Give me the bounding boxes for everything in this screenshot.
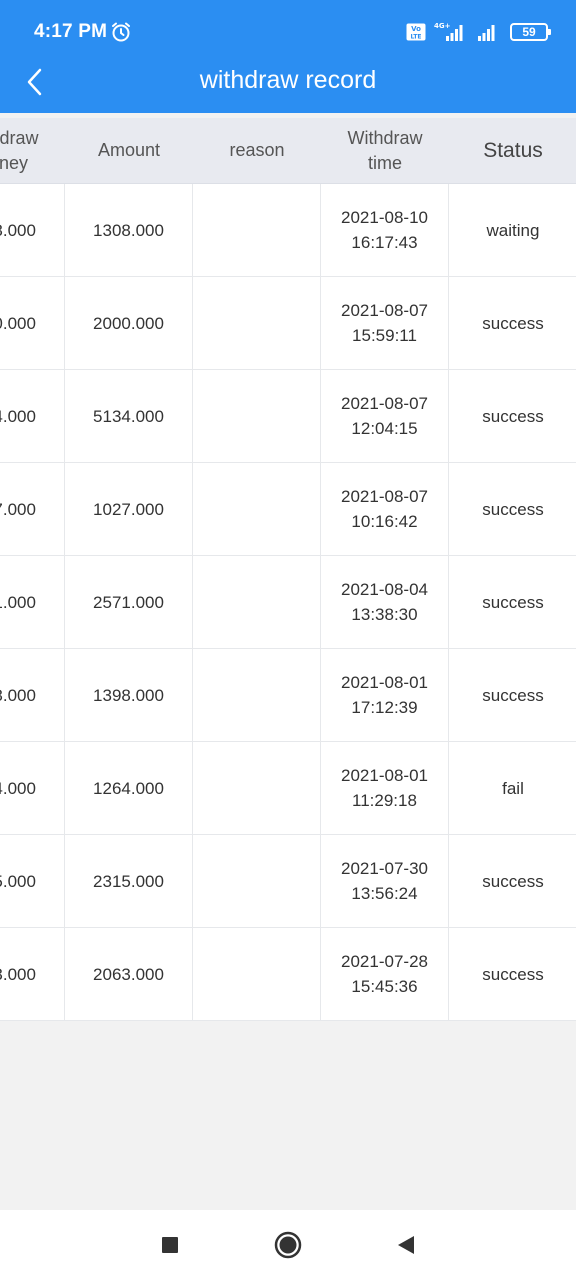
cell-withdraw-money: 2315.000 (0, 835, 65, 927)
cell-status: success (482, 406, 544, 426)
header-withdraw-time: Withdraw time (347, 127, 423, 173)
square-icon (162, 1237, 178, 1253)
signal-icon (478, 25, 495, 41)
cell-withdraw-time: 2021-07-30 13:56:24 (321, 835, 449, 927)
cell-reason (193, 556, 321, 648)
table-row[interactable]: 1264.000 1264.000 2021-08-01 11:29:18 fa… (0, 742, 576, 835)
table-row[interactable]: 1027.000 1027.000 2021-08-07 10:16:42 su… (0, 463, 576, 556)
cell-status: success (482, 685, 544, 705)
cell-withdraw-money: 1264.000 (0, 742, 65, 834)
cell-withdraw-time: 2021-08-07 12:04:15 (321, 370, 449, 462)
cell-withdraw-money: 2571.000 (0, 556, 65, 648)
cell-amount: 1264.000 (65, 742, 193, 834)
cell-status: success (482, 964, 544, 984)
alarm-clock-icon (112, 22, 130, 42)
cell-status: fail (502, 778, 524, 798)
recents-button[interactable] (140, 1210, 200, 1280)
cell-status: success (482, 499, 544, 519)
cell-withdraw-money: 2000.000 (0, 277, 65, 369)
cell-amount: 2063.000 (65, 928, 193, 1020)
cell-withdraw-time: 2021-07-28 15:45:36 (321, 928, 449, 1020)
table-row[interactable]: 1308.000 1308.000 2021-08-10 16:17:43 wa… (0, 184, 576, 277)
chevron-left-icon (27, 68, 42, 96)
volte-icon: Vo LTE (406, 23, 426, 41)
system-nav-bar (0, 1210, 576, 1280)
cell-withdraw-money: 2063.000 (0, 928, 65, 1020)
cell-withdraw-time: 2021-08-04 13:38:30 (321, 556, 449, 648)
cell-status: waiting (486, 220, 540, 240)
battery-level: 59 (522, 25, 536, 39)
cell-amount: 1308.000 (65, 184, 193, 276)
home-button[interactable] (258, 1210, 318, 1280)
header-reason: reason (229, 140, 285, 160)
cell-withdraw-time: 2021-08-01 17:12:39 (321, 649, 449, 741)
signal-4g-icon: 4G+ (434, 22, 463, 41)
cell-reason (193, 463, 321, 555)
cell-withdraw-time: 2021-08-10 16:17:43 (321, 184, 449, 276)
cell-reason (193, 277, 321, 369)
cell-status: success (482, 592, 544, 612)
svg-text:4G+: 4G+ (434, 22, 451, 30)
cell-reason (193, 649, 321, 741)
cell-withdraw-money: 1308.000 (0, 184, 65, 276)
table-row[interactable]: 1398.000 1398.000 2021-08-01 17:12:39 su… (0, 649, 576, 742)
cell-withdraw-money: 1398.000 (0, 649, 65, 741)
svg-text:LTE: LTE (410, 34, 421, 41)
cell-reason (193, 370, 321, 462)
table-row[interactable]: 5134.000 5134.000 2021-08-07 12:04:15 su… (0, 370, 576, 463)
cell-reason (193, 835, 321, 927)
cell-withdraw-time: 2021-08-07 15:59:11 (321, 277, 449, 369)
app-bar: 4:17 PM Vo LTE 4G+ (0, 0, 576, 113)
cell-withdraw-money: 5134.000 (0, 370, 65, 462)
back-button[interactable] (18, 62, 52, 102)
cell-reason (193, 184, 321, 276)
page-title: withdraw record (199, 66, 377, 94)
cell-reason (193, 742, 321, 834)
circle-icon (274, 1231, 302, 1259)
cell-withdraw-time: 2021-08-07 10:16:42 (321, 463, 449, 555)
header-amount: Amount (97, 140, 161, 160)
cell-amount: 1398.000 (65, 649, 193, 741)
cell-amount: 1027.000 (65, 463, 193, 555)
withdraw-table: Withdraw money Amount reason Withdraw ti… (0, 118, 576, 1021)
cell-withdraw-money: 1027.000 (0, 463, 65, 555)
cell-reason (193, 928, 321, 1020)
cell-withdraw-time: 2021-08-01 11:29:18 (321, 742, 449, 834)
cell-status: success (482, 313, 544, 333)
table-row[interactable]: 2063.000 2063.000 2021-07-28 15:45:36 su… (0, 928, 576, 1021)
svg-text:Vo: Vo (411, 25, 421, 33)
cell-amount: 2000.000 (65, 277, 193, 369)
triangle-left-icon (398, 1236, 414, 1254)
cell-amount: 2315.000 (65, 835, 193, 927)
header-withdraw-money: Withdraw money (0, 127, 39, 173)
status-bar: 4:17 PM Vo LTE 4G+ (0, 0, 576, 64)
cell-amount: 5134.000 (65, 370, 193, 462)
cell-status: success (482, 871, 544, 891)
status-indicators: Vo LTE 4G+ 59 (406, 20, 551, 44)
header-status: Status (483, 139, 543, 162)
battery-icon: 59 (510, 23, 551, 41)
table-row[interactable]: 2571.000 2571.000 2021-08-04 13:38:30 su… (0, 556, 576, 649)
cell-amount: 2571.000 (65, 556, 193, 648)
table-row[interactable]: 2000.000 2000.000 2021-08-07 15:59:11 su… (0, 277, 576, 370)
table-row[interactable]: 2315.000 2315.000 2021-07-30 13:56:24 su… (0, 835, 576, 928)
status-time: 4:17 PM (34, 21, 108, 42)
table-header: Withdraw money Amount reason Withdraw ti… (0, 118, 576, 184)
system-back-button[interactable] (376, 1210, 436, 1280)
